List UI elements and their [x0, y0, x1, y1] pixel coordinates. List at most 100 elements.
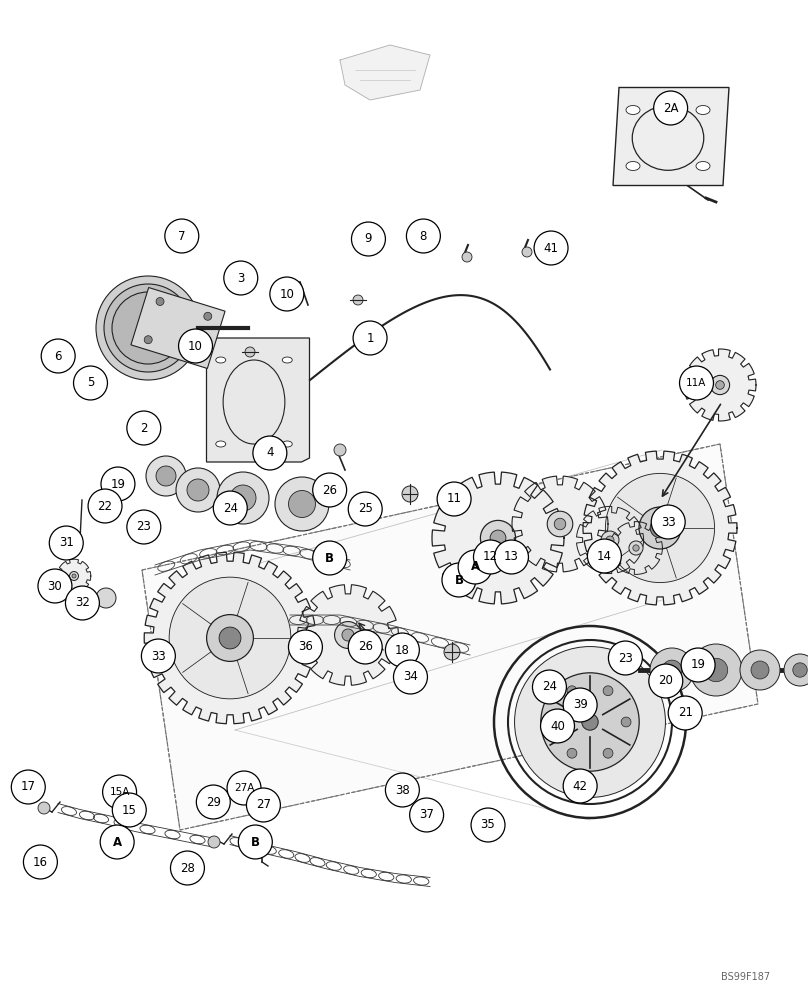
Circle shape: [313, 473, 347, 507]
Ellipse shape: [282, 441, 292, 447]
Circle shape: [444, 644, 460, 660]
Circle shape: [38, 569, 72, 603]
Circle shape: [156, 298, 164, 306]
Circle shape: [69, 572, 78, 580]
Circle shape: [541, 673, 639, 771]
Text: 37: 37: [419, 808, 434, 822]
Circle shape: [165, 219, 199, 253]
Circle shape: [169, 577, 291, 699]
Circle shape: [313, 541, 347, 575]
Circle shape: [442, 563, 476, 597]
Text: 15: 15: [122, 804, 137, 816]
Text: 36: 36: [298, 641, 313, 654]
Text: 24: 24: [542, 680, 557, 694]
Text: 22: 22: [98, 499, 112, 512]
Polygon shape: [57, 559, 90, 593]
Circle shape: [654, 91, 688, 125]
Circle shape: [49, 526, 83, 560]
Circle shape: [213, 491, 247, 525]
Polygon shape: [613, 88, 729, 186]
Text: 11A: 11A: [686, 378, 707, 388]
Circle shape: [65, 586, 99, 620]
Text: B: B: [454, 574, 464, 586]
Circle shape: [112, 793, 146, 827]
Circle shape: [608, 641, 642, 675]
Text: 33: 33: [151, 650, 166, 662]
Text: 26: 26: [358, 641, 372, 654]
Text: 3: 3: [237, 271, 245, 284]
Circle shape: [112, 292, 184, 364]
Polygon shape: [207, 338, 309, 462]
Circle shape: [88, 489, 122, 523]
Circle shape: [179, 329, 213, 363]
Circle shape: [402, 486, 418, 502]
Circle shape: [494, 540, 528, 574]
Circle shape: [633, 545, 639, 551]
Circle shape: [227, 771, 261, 805]
Circle shape: [288, 630, 322, 664]
Text: 41: 41: [544, 241, 558, 254]
Circle shape: [187, 479, 209, 501]
Text: 31: 31: [59, 536, 74, 550]
Circle shape: [680, 366, 713, 400]
Text: 32: 32: [75, 596, 90, 609]
Text: 30: 30: [48, 580, 62, 592]
Polygon shape: [144, 552, 316, 724]
Circle shape: [639, 507, 681, 549]
Circle shape: [351, 222, 385, 256]
Circle shape: [784, 654, 808, 686]
Circle shape: [751, 661, 769, 679]
Text: 9: 9: [364, 232, 372, 245]
Circle shape: [606, 536, 614, 544]
Text: 6: 6: [54, 350, 62, 362]
Circle shape: [629, 541, 643, 555]
Circle shape: [335, 622, 361, 648]
Circle shape: [146, 456, 186, 496]
Circle shape: [740, 650, 780, 690]
Circle shape: [605, 473, 714, 583]
Circle shape: [270, 277, 304, 311]
Ellipse shape: [626, 105, 640, 114]
Text: A: A: [470, 560, 480, 574]
Circle shape: [563, 769, 597, 803]
Circle shape: [567, 686, 577, 696]
Circle shape: [104, 284, 192, 372]
Circle shape: [534, 231, 568, 265]
Circle shape: [334, 444, 346, 456]
Text: 13: 13: [504, 550, 519, 564]
Circle shape: [563, 688, 597, 722]
Polygon shape: [684, 349, 756, 421]
Ellipse shape: [216, 441, 225, 447]
Circle shape: [238, 825, 272, 859]
Text: 14: 14: [597, 550, 612, 562]
Text: B: B: [250, 836, 260, 848]
Circle shape: [41, 339, 75, 373]
Circle shape: [601, 531, 619, 549]
Circle shape: [144, 336, 152, 344]
Text: 29: 29: [206, 796, 221, 808]
Text: 16: 16: [33, 856, 48, 868]
Circle shape: [651, 505, 685, 539]
Circle shape: [662, 660, 682, 680]
Text: 2: 2: [140, 422, 148, 434]
Circle shape: [101, 467, 135, 501]
Text: B: B: [325, 552, 335, 564]
Circle shape: [681, 648, 715, 682]
Circle shape: [603, 686, 613, 696]
Circle shape: [393, 660, 427, 694]
Ellipse shape: [282, 357, 292, 363]
Polygon shape: [340, 45, 430, 100]
Circle shape: [515, 647, 666, 797]
Polygon shape: [577, 506, 644, 574]
Text: 21: 21: [678, 706, 692, 720]
Text: 20: 20: [659, 674, 673, 688]
Text: 42: 42: [573, 780, 587, 792]
Ellipse shape: [696, 105, 710, 114]
Text: 39: 39: [573, 698, 587, 712]
Circle shape: [208, 836, 220, 848]
Circle shape: [127, 510, 161, 544]
Circle shape: [156, 466, 176, 486]
Circle shape: [342, 629, 354, 641]
Circle shape: [490, 530, 506, 546]
Circle shape: [458, 550, 492, 584]
